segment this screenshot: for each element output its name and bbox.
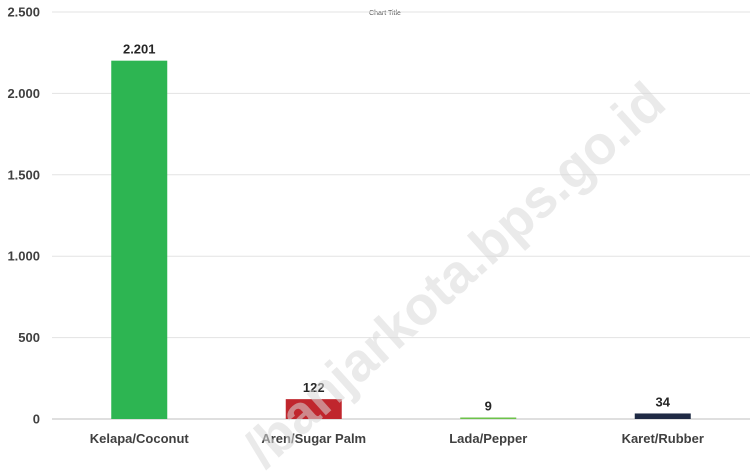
- y-tick-label: 0: [33, 412, 40, 427]
- bar: [634, 413, 691, 419]
- x-axis-category-labels: Kelapa/Coconut Aren/Sugar Palm Lada/Pepper…: [90, 431, 704, 446]
- y-tick-label: 1.000: [7, 249, 40, 264]
- data-labels: 2.201 122 9 34: [123, 42, 671, 414]
- data-label: 34: [656, 394, 671, 409]
- bar: [460, 417, 517, 419]
- bar: [285, 399, 342, 419]
- y-axis-tick-labels: 0 500 1.000 1.500 2.000 2.500: [7, 5, 40, 427]
- y-tick-label: 500: [18, 330, 40, 345]
- y-tick-label: 2.000: [7, 86, 40, 101]
- y-tick-label: 1.500: [7, 167, 40, 182]
- x-category-label: Kelapa/Coconut: [90, 431, 190, 446]
- bars: [111, 60, 691, 420]
- data-label: 9: [485, 399, 492, 414]
- x-category-label: Karet/Rubber: [622, 431, 704, 446]
- gridlines: [52, 11, 750, 420]
- chart-title: Chart Title: [369, 10, 401, 17]
- watermark: /banjarkota.bps.go.id: [233, 71, 677, 475]
- bar: [111, 60, 168, 420]
- data-label: 2.201: [123, 42, 156, 57]
- data-label: 122: [303, 380, 325, 395]
- x-category-label: Lada/Pepper: [449, 431, 527, 446]
- y-tick-label: 2.500: [7, 5, 40, 20]
- x-category-label: Aren/Sugar Palm: [261, 431, 366, 446]
